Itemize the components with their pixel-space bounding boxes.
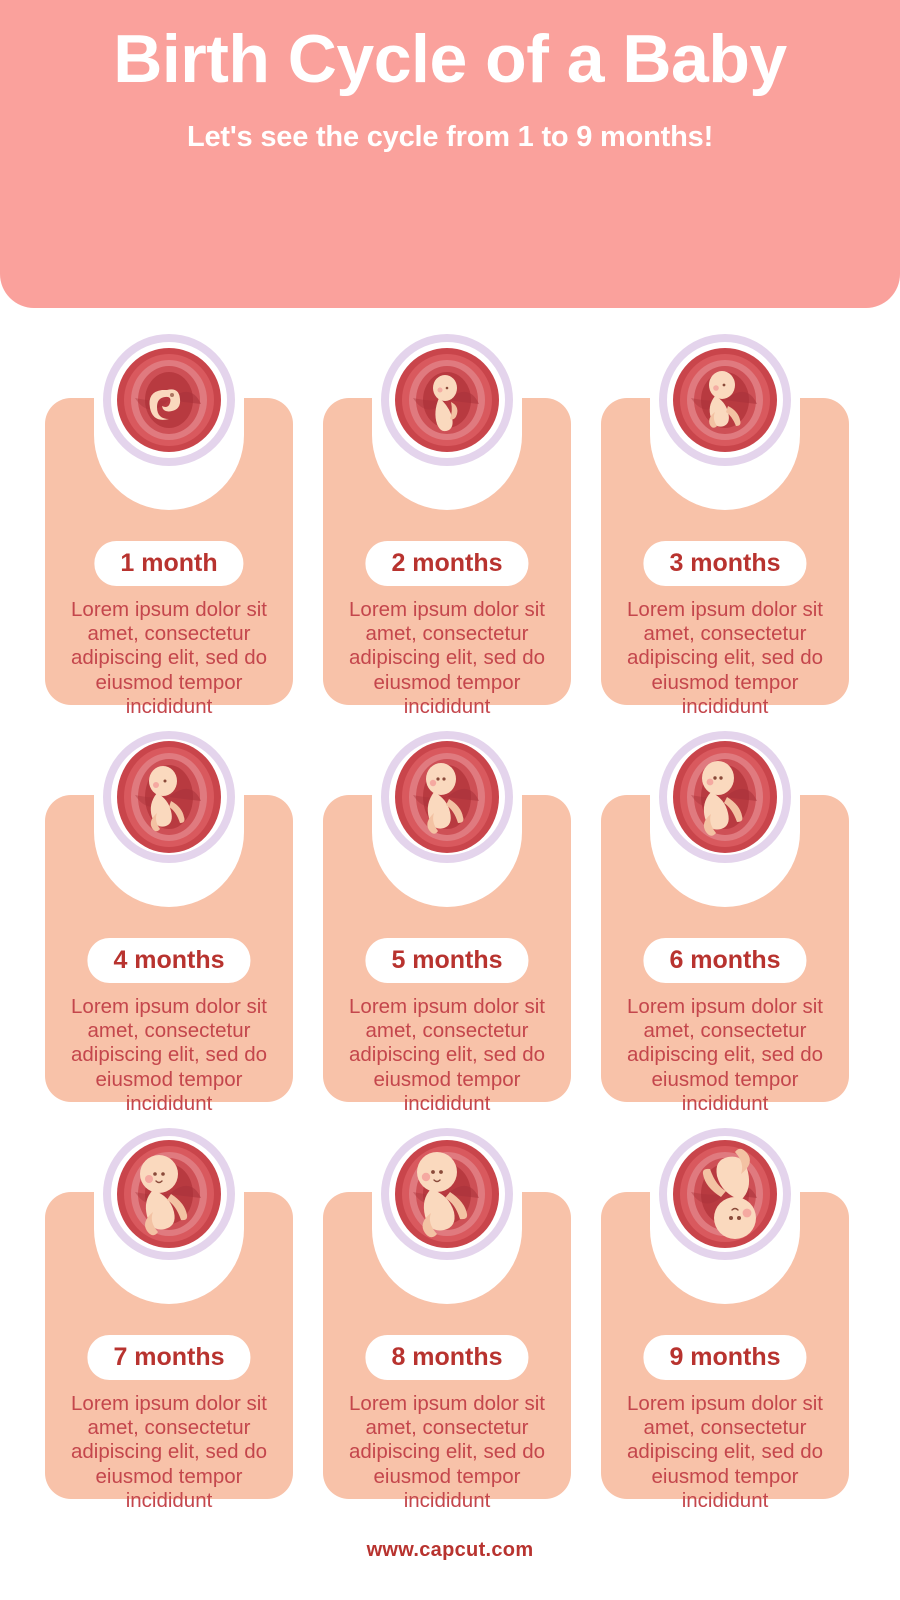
card-description-5: Lorem ipsum dolor sit amet, consectetur … [348,995,545,1115]
month-cards-grid: 1 month Lorem ipsum dolor sit amet, cons… [45,330,850,1512]
month-label-text-7: 7 months [113,1343,225,1371]
month-card-4[interactable]: 4 months Lorem ipsum dolor sit amet, con… [45,727,293,1115]
womb-baby-9-months-head-down-icon [655,1124,795,1264]
month-card-7[interactable]: 7 months Lorem ipsum dolor sit amet, con… [45,1124,293,1512]
page-subtitle: Let's see the cycle from 1 to 9 months! [186,120,714,153]
womb-fetus-4-months-icon [99,727,239,867]
month-label-text-8: 8 months [391,1343,503,1371]
month-label-pill-3: 3 months [643,541,807,586]
month-label-pill-1: 1 month [94,541,244,586]
month-label-pill-7: 7 months [87,1335,251,1380]
month-label-text-2: 2 months [391,549,503,577]
month-label-pill-2: 2 months [365,541,529,586]
card-description-3: Lorem ipsum dolor sit amet, consectetur … [626,598,823,718]
month-card-9[interactable]: 9 months Lorem ipsum dolor sit amet, con… [601,1124,849,1512]
month-label-pill-5: 5 months [365,938,529,983]
month-label-text-3: 3 months [669,549,781,577]
womb-fetus-3-months-icon [655,330,795,470]
month-card-1[interactable]: 1 month Lorem ipsum dolor sit amet, cons… [45,330,293,718]
month-label-pill-4: 4 months [87,938,251,983]
womb-fetus-2-months-icon [377,330,517,470]
womb-fetus-6-months-icon [655,727,795,867]
month-label-text-9: 9 months [669,1343,781,1371]
header-banner: Birth Cycle of a Baby Let's see the cycl… [0,0,900,308]
card-description-1: Lorem ipsum dolor sit amet, consectetur … [70,598,267,718]
womb-baby-7-months-icon [99,1124,239,1264]
month-card-3[interactable]: 3 months Lorem ipsum dolor sit amet, con… [601,330,849,718]
page-title: Birth Cycle of a Baby [113,21,787,97]
month-label-pill-6: 6 months [643,938,807,983]
card-description-9: Lorem ipsum dolor sit amet, consectetur … [626,1392,823,1512]
womb-baby-8-months-icon [377,1124,517,1264]
month-card-8[interactable]: 8 months Lorem ipsum dolor sit amet, con… [323,1124,571,1512]
card-description-8: Lorem ipsum dolor sit amet, consectetur … [348,1392,545,1512]
footer-url: www.capcut.com [366,1539,534,1561]
month-label-text-5: 5 months [391,946,503,974]
card-description-2: Lorem ipsum dolor sit amet, consectetur … [348,598,545,718]
womb-embryo-1-month-icon [99,330,239,470]
month-label-pill-9: 9 months [643,1335,807,1380]
card-description-4: Lorem ipsum dolor sit amet, consectetur … [70,995,267,1115]
month-label-text-4: 4 months [113,946,225,974]
month-card-2[interactable]: 2 months Lorem ipsum dolor sit amet, con… [323,330,571,718]
month-label-text-1: 1 month [120,549,218,577]
month-label-text-6: 6 months [669,946,781,974]
card-description-7: Lorem ipsum dolor sit amet, consectetur … [70,1392,267,1512]
card-description-6: Lorem ipsum dolor sit amet, consectetur … [626,995,823,1115]
month-card-6[interactable]: 6 months Lorem ipsum dolor sit amet, con… [601,727,849,1115]
womb-fetus-5-months-icon [377,727,517,867]
month-label-pill-8: 8 months [365,1335,529,1380]
month-card-5[interactable]: 5 months Lorem ipsum dolor sit amet, con… [323,727,571,1115]
